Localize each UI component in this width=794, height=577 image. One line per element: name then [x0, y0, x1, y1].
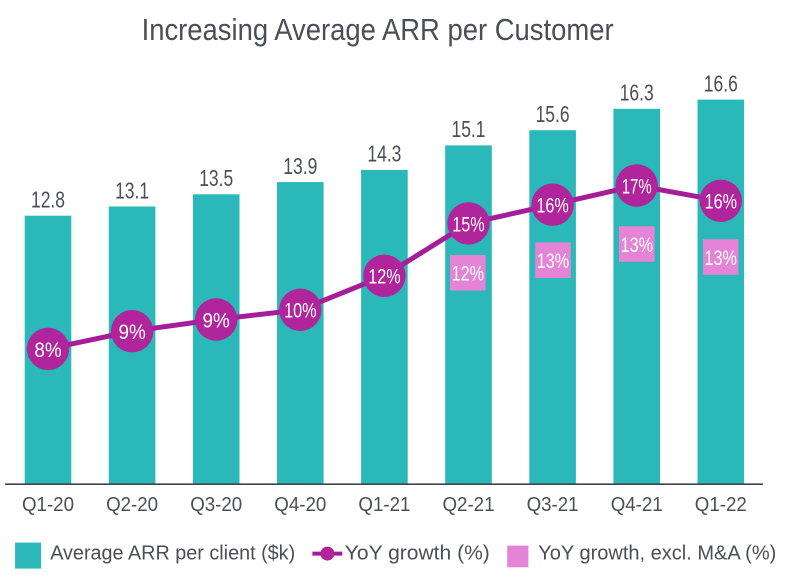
svg-text:Q3-21: Q3-21 [527, 494, 579, 516]
svg-text:10%: 10% [284, 300, 316, 323]
svg-text:13%: 13% [705, 247, 737, 270]
svg-text:13.9: 13.9 [283, 153, 317, 179]
svg-text:16.6: 16.6 [704, 70, 738, 96]
svg-text:YoY growth (%): YoY growth (%) [345, 543, 490, 565]
svg-text:16.3: 16.3 [620, 80, 654, 106]
svg-text:12%: 12% [452, 263, 484, 286]
svg-text:9%: 9% [203, 309, 230, 332]
svg-text:YoY growth, excl. M&A (%): YoY growth, excl. M&A (%) [538, 543, 776, 565]
svg-text:17%: 17% [622, 175, 652, 198]
svg-text:12.8: 12.8 [31, 187, 65, 213]
svg-text:16%: 16% [536, 195, 568, 218]
svg-text:Q4-20: Q4-20 [274, 494, 326, 516]
svg-text:Q2-20: Q2-20 [106, 494, 158, 516]
svg-text:15.6: 15.6 [536, 101, 570, 127]
svg-text:Average ARR per client ($k): Average ARR per client ($k) [50, 543, 295, 565]
svg-text:8%: 8% [34, 339, 61, 362]
svg-text:Q3-20: Q3-20 [190, 494, 242, 516]
svg-text:15.1: 15.1 [452, 116, 486, 142]
svg-text:13%: 13% [621, 234, 653, 257]
svg-text:15%: 15% [452, 213, 484, 236]
svg-text:Increasing Average ARR per Cus: Increasing Average ARR per Customer [142, 12, 614, 47]
svg-text:14.3: 14.3 [367, 141, 401, 167]
svg-text:13.5: 13.5 [199, 165, 233, 191]
svg-text:13.1: 13.1 [115, 177, 149, 203]
svg-text:Q4-21: Q4-21 [611, 494, 663, 516]
svg-text:Q2-21: Q2-21 [443, 494, 495, 516]
svg-text:Q1-22: Q1-22 [695, 494, 747, 516]
svg-text:16%: 16% [705, 191, 737, 214]
svg-text:13%: 13% [537, 250, 569, 273]
svg-text:9%: 9% [118, 321, 145, 344]
svg-text:Q1-21: Q1-21 [358, 494, 410, 516]
svg-text:12%: 12% [368, 266, 400, 289]
svg-text:Q1-20: Q1-20 [22, 494, 74, 516]
